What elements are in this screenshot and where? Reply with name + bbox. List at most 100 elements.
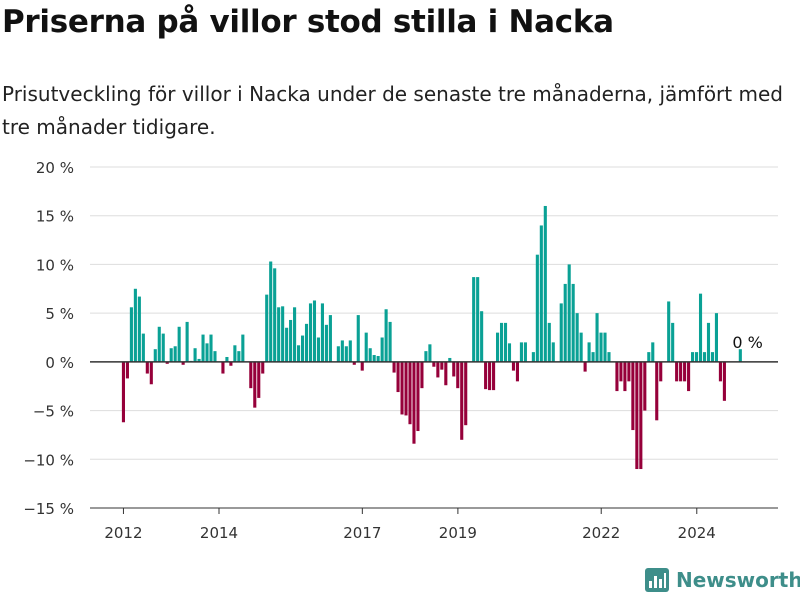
bar xyxy=(432,361,436,367)
bar-chart: −15 %−10 %−5 %0 %5 %10 %15 %20 % 2012 201… xyxy=(23,159,778,542)
bar xyxy=(157,326,161,362)
bar xyxy=(253,361,257,408)
bar xyxy=(651,342,655,362)
bar xyxy=(209,334,213,362)
bar xyxy=(225,356,229,362)
bar xyxy=(591,352,595,362)
bar xyxy=(416,361,420,432)
bar xyxy=(153,349,157,362)
bar xyxy=(249,361,253,389)
bar xyxy=(687,361,691,392)
bar xyxy=(722,361,726,401)
y-tick-label: 5 % xyxy=(45,305,74,323)
bar xyxy=(129,307,133,362)
bar xyxy=(440,361,444,370)
bar xyxy=(547,322,551,362)
bar xyxy=(324,324,328,362)
bar xyxy=(452,361,456,377)
bar xyxy=(304,323,309,362)
y-tick-label: 15 % xyxy=(36,208,74,226)
bar xyxy=(738,349,742,362)
bar xyxy=(675,361,679,382)
bar xyxy=(205,343,209,362)
bar xyxy=(623,361,627,392)
bar xyxy=(213,351,217,362)
bar xyxy=(233,345,237,362)
bar xyxy=(448,357,452,362)
x-tick-label: 2024 xyxy=(678,524,716,542)
bar xyxy=(567,264,571,362)
bar xyxy=(559,303,563,362)
bar xyxy=(492,361,496,391)
bar xyxy=(480,311,484,362)
bar xyxy=(511,361,516,371)
bar xyxy=(535,254,539,362)
bar xyxy=(647,352,651,362)
bar xyxy=(671,322,675,362)
bar xyxy=(356,315,360,362)
bar xyxy=(691,352,695,362)
bar xyxy=(551,342,555,362)
bar xyxy=(627,361,631,382)
bar xyxy=(464,361,468,426)
bar xyxy=(181,361,185,365)
bar xyxy=(169,348,173,362)
bar xyxy=(571,283,575,362)
bar xyxy=(281,306,285,362)
bar xyxy=(297,345,301,362)
bar xyxy=(352,361,356,365)
bar xyxy=(710,352,715,362)
bar xyxy=(631,361,635,431)
y-tick-label: −10 % xyxy=(23,451,74,469)
bar xyxy=(396,361,400,393)
bar xyxy=(679,361,683,382)
bar xyxy=(388,321,392,362)
bar xyxy=(488,361,492,391)
bar xyxy=(408,361,412,425)
chart-subtitle: Prisutveckling för villor i Nacka under … xyxy=(2,82,783,139)
bar xyxy=(718,361,722,382)
bar xyxy=(289,319,293,362)
bars xyxy=(121,205,742,470)
bar xyxy=(348,340,352,362)
bar xyxy=(372,355,376,362)
x-tick-label: 2012 xyxy=(104,524,142,542)
bar xyxy=(531,352,535,362)
bar xyxy=(436,361,440,378)
bar xyxy=(683,361,687,382)
bar xyxy=(376,356,380,362)
y-tick-label: 10 % xyxy=(36,256,74,274)
bar xyxy=(539,225,543,362)
bar xyxy=(476,277,480,362)
bar xyxy=(133,288,137,362)
bar xyxy=(293,307,297,362)
bar xyxy=(619,361,623,382)
bar xyxy=(320,303,324,362)
bar xyxy=(484,361,488,390)
bar xyxy=(145,361,149,374)
bar xyxy=(575,313,579,362)
bar xyxy=(340,340,344,362)
bar xyxy=(229,361,233,366)
bar xyxy=(444,361,448,386)
x-tick-label: 2014 xyxy=(200,524,238,542)
bar xyxy=(312,300,317,362)
bar xyxy=(420,361,424,389)
x-tick-label: 2019 xyxy=(439,524,477,542)
bar xyxy=(543,205,547,362)
bar xyxy=(328,315,332,362)
bar xyxy=(496,332,500,362)
bar xyxy=(308,303,313,362)
bar xyxy=(265,294,269,362)
bar xyxy=(515,361,520,382)
x-axis-tick-labels: 2012 2014 2017 2019 2022 2024 xyxy=(104,508,716,542)
newsworthy-logo-icon xyxy=(645,568,669,592)
bar xyxy=(125,361,129,379)
bar xyxy=(702,352,707,362)
bar xyxy=(173,346,177,362)
bar xyxy=(261,361,265,374)
bar xyxy=(472,277,476,362)
bar xyxy=(563,283,567,362)
bar xyxy=(595,313,599,362)
bar xyxy=(384,309,388,362)
